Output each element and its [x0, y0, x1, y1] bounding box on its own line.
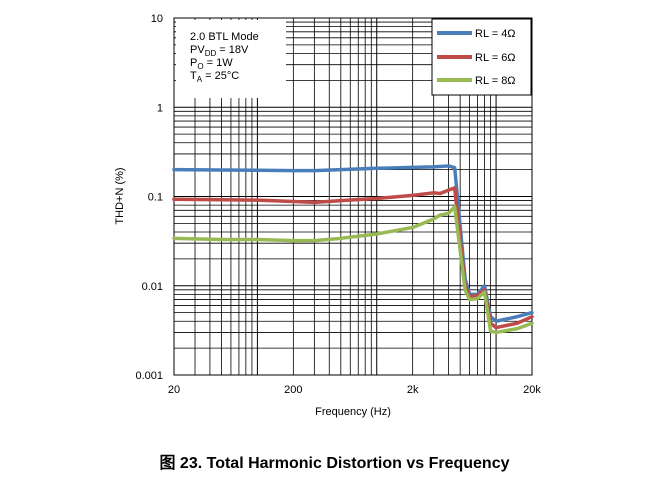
series-line-6ohm: [172, 186, 534, 330]
condition-po: PO = 1W: [190, 57, 233, 71]
y-tick-label: 0.001: [135, 370, 163, 382]
conditions-box: 2.0 BTL Mode PVDD = 18V PO = 1W TA = 25°…: [176, 20, 286, 98]
legend: RL = 4Ω RL = 6Ω RL = 8Ω: [431, 18, 532, 96]
y-tick-label: 10: [151, 13, 163, 25]
x-tick-label: 20k: [523, 384, 541, 396]
x-tick-label: 20: [168, 384, 180, 396]
x-tick-label: 200: [284, 384, 302, 396]
condition-mode: 2.0 BTL Mode: [190, 31, 259, 43]
tick-labels: 20 200 2k 20k 0.001 0.01 0.1 1 10: [135, 13, 541, 396]
legend-label-6ohm: RL = 6Ω: [475, 52, 516, 64]
y-tick-label: 0.01: [142, 281, 163, 293]
y-tick-label: 0.1: [148, 192, 163, 204]
legend-label-4ohm: RL = 4Ω: [475, 28, 516, 40]
plot-frame: [173, 17, 533, 376]
series-lines: [172, 164, 534, 335]
series-line-8ohm: [172, 204, 534, 335]
x-tick-label: 2k: [407, 384, 419, 396]
figure-caption: 图 23. Total Harmonic Distortion vs Frequ…: [159, 455, 510, 472]
y-axis-title: THD+N (%): [114, 167, 126, 224]
x-axis-title: Frequency (Hz): [315, 406, 391, 418]
legend-label-8ohm: RL = 8Ω: [475, 75, 516, 87]
condition-ta: TA = 25°C: [190, 70, 239, 84]
y-tick-label: 1: [157, 102, 163, 114]
condition-pvdd: PVDD = 18V: [190, 44, 249, 58]
